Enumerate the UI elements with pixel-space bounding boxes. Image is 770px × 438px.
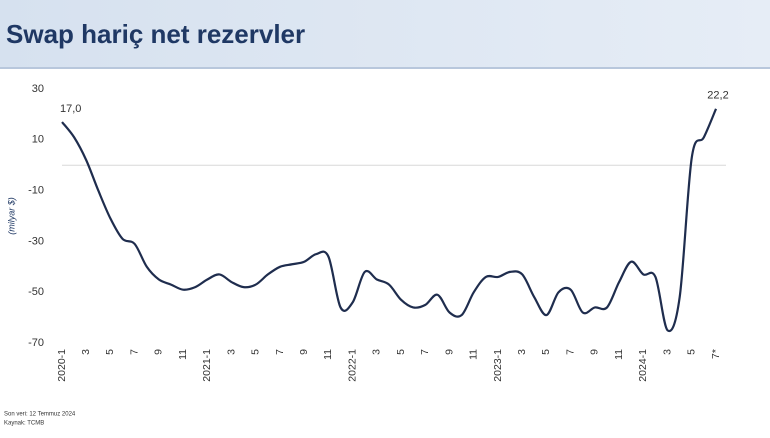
x-tick-label: 7 bbox=[564, 349, 576, 355]
y-tick-label: -50 bbox=[28, 286, 44, 298]
x-tick-label: 5 bbox=[250, 349, 262, 355]
x-tick-label: 5 bbox=[686, 349, 698, 355]
footnote: Kaynak: TCMB bbox=[4, 421, 44, 427]
x-tick-label: 9 bbox=[443, 349, 455, 355]
chart-title: Swap hariç net rezervler bbox=[6, 19, 305, 49]
x-tick-label: 2022-1 bbox=[346, 349, 358, 382]
x-tick-label: 9 bbox=[153, 349, 165, 355]
x-tick-label: 7 bbox=[274, 349, 286, 355]
x-tick-label: 7 bbox=[419, 349, 431, 355]
x-tick-label: 2023-1 bbox=[492, 349, 504, 382]
x-tick-label: 3 bbox=[371, 349, 383, 355]
y-tick-label: 30 bbox=[32, 83, 44, 95]
x-tick-label: 3 bbox=[661, 349, 673, 355]
footnote: Son veri: 12 Temmuz 2024 bbox=[4, 412, 76, 418]
x-tick-label: 11 bbox=[322, 349, 334, 360]
x-tick-label: 3 bbox=[516, 349, 528, 355]
x-tick-label: 5 bbox=[540, 349, 552, 355]
data-label: 22,2 bbox=[707, 90, 728, 102]
line bbox=[61, 108, 718, 333]
x-tick-label: 11 bbox=[468, 349, 480, 360]
x-tick-label: 11 bbox=[613, 349, 625, 360]
x-tick-label: 2024-1 bbox=[637, 349, 649, 382]
y-tick-label: -30 bbox=[28, 235, 44, 247]
x-tick-label: 5 bbox=[104, 349, 116, 355]
x-tick-label: 7 bbox=[128, 349, 140, 355]
x-tick-label: 5 bbox=[395, 349, 407, 355]
x-tick-label: 3 bbox=[80, 349, 92, 355]
x-tick-label: 2021-1 bbox=[201, 349, 213, 382]
x-tick-label: 9 bbox=[298, 349, 310, 355]
y-axis-label: (milyar $) bbox=[6, 197, 16, 235]
y-tick-label: -10 bbox=[28, 185, 44, 197]
x-tick-label: 11 bbox=[177, 349, 189, 360]
y-tick-label: -70 bbox=[28, 337, 44, 349]
header-band bbox=[0, 0, 770, 68]
x-tick-label: 7* bbox=[710, 349, 722, 359]
x-tick-label: 9 bbox=[589, 349, 601, 355]
x-tick-label: 2020-1 bbox=[56, 349, 68, 382]
x-tick-label: 3 bbox=[225, 349, 237, 355]
y-tick-label: 10 bbox=[32, 134, 44, 146]
data-label: 17,0 bbox=[60, 103, 81, 115]
